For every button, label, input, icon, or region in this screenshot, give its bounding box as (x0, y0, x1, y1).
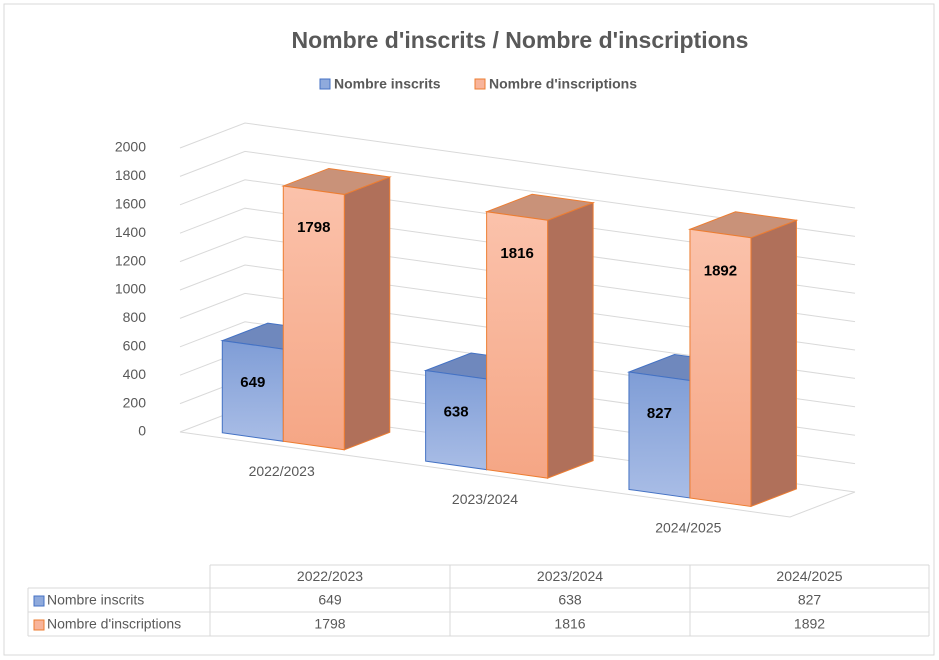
bar-side (750, 219, 797, 508)
data-table: 2022/2023 2023/2024 2024/2025 Nombre inscri… (27, 564, 930, 637)
table-cell: 638 (558, 592, 582, 608)
grid-line (179, 150, 856, 237)
table-cell: 827 (798, 592, 822, 608)
legend-label: Nombre d'inscriptions (489, 76, 637, 92)
y-tick-label: 1000 (115, 281, 146, 297)
y-tick-label: 200 (123, 394, 147, 410)
grid-line (179, 122, 856, 209)
data-label: 1816 (500, 245, 533, 262)
x-tick-label: 2022/2023 (249, 463, 315, 479)
bar (687, 211, 799, 508)
data-label: 1798 (297, 219, 330, 236)
y-tick-label: 1200 (115, 252, 146, 268)
x-tick-label: 2024/2025 (655, 520, 721, 536)
y-tick-label: 0 (138, 423, 146, 439)
bar-side (343, 176, 391, 451)
legend-swatch (474, 78, 486, 90)
y-tick-label: 600 (123, 338, 147, 354)
table-row-label: Nombre inscrits (47, 592, 144, 608)
table-header: 2023/2024 (537, 568, 603, 584)
bar-side (547, 202, 594, 479)
y-tick-label: 2000 (115, 139, 146, 155)
grid-line (179, 179, 856, 266)
data-label: 649 (240, 374, 265, 391)
data-label: 1892 (704, 263, 737, 280)
table-header: 2024/2025 (776, 568, 842, 584)
plot-area: 0 200 400 600 800 1000 1200 1400 1600 1800 2000 202… (115, 122, 856, 536)
legend-key (33, 619, 45, 631)
x-tick-label: 2023/2024 (452, 491, 518, 507)
table-cell: 1798 (314, 616, 345, 632)
bar-front (628, 371, 691, 499)
bar-front (486, 211, 549, 479)
table-cell: 649 (318, 592, 342, 608)
bar-front (221, 340, 284, 442)
y-tick-label: 1600 (115, 196, 146, 212)
y-tick-label: 800 (123, 309, 147, 325)
grid-line (179, 264, 856, 351)
chart-title: Nombre d'inscrits / Nombre d'inscription… (292, 27, 749, 53)
grid-line (179, 292, 856, 379)
legend-key (33, 595, 45, 607)
bar (484, 193, 596, 479)
y-tick-label: 1400 (115, 224, 146, 240)
floor-edge (179, 431, 856, 518)
legend-label: Nombre inscrits (334, 76, 441, 92)
table-row-label: Nombre d'inscriptions (47, 616, 181, 632)
table-cell: 1816 (554, 616, 585, 632)
y-tick-label: 400 (123, 366, 147, 382)
y-tick-label: 1800 (115, 167, 146, 183)
legend-swatch (319, 78, 331, 90)
table-cell: 1892 (794, 616, 825, 632)
legend: Nombre inscrits Nombre d'inscriptions (319, 76, 637, 92)
table-header: 2022/2023 (297, 568, 363, 584)
data-label: 638 (444, 404, 469, 421)
grid-line (179, 236, 856, 323)
bar (281, 167, 392, 451)
grid-line (179, 207, 856, 294)
bar-front (282, 185, 345, 451)
bar-front (689, 228, 752, 508)
data-label: 827 (647, 405, 672, 422)
